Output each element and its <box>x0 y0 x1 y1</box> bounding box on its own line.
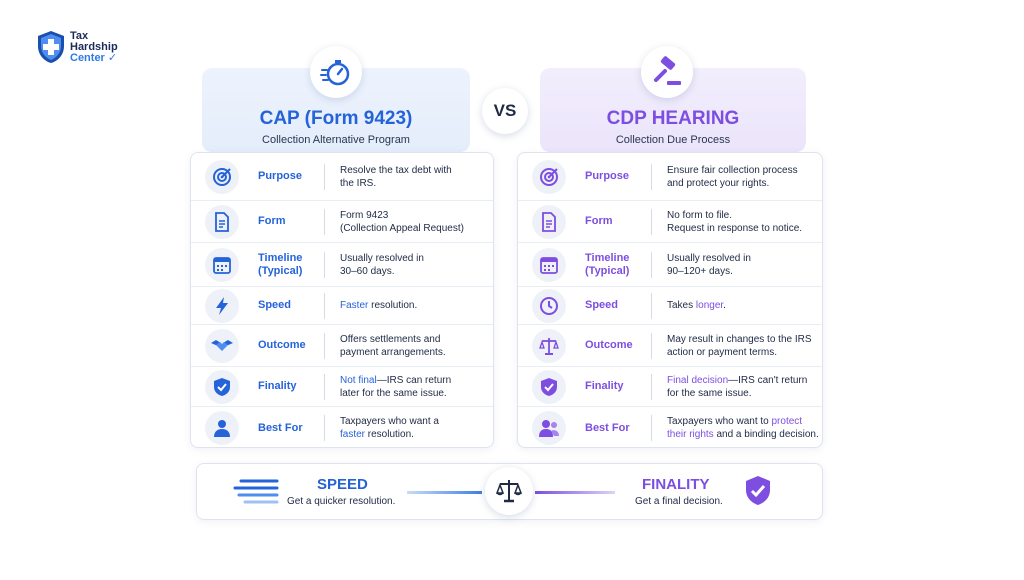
cap-row-purpose: Purpose Resolve the tax debt with the IRS… <box>191 153 493 201</box>
vs-badge: VS <box>482 88 528 134</box>
cap-row-outcome: Outcome Offers settlements and payment ar… <box>191 325 493 367</box>
cdp-subtitle: Collection Due Process <box>615 134 731 146</box>
row-label: Finality <box>585 380 624 392</box>
document-icon <box>532 204 566 239</box>
row-desc: Taxpayers who want a faster resolution. <box>340 416 439 440</box>
brand-line2: Hardship <box>70 40 118 53</box>
row-label: Outcome <box>585 339 633 351</box>
cap-row-form: Form Form 9423 (Collection Appeal Request… <box>191 201 493 243</box>
row-desc: Not final—IRS can return later for the sa… <box>340 374 452 399</box>
cap-row-speed: Speed Faster resolution. <box>191 287 493 325</box>
row-label: Form <box>585 215 613 227</box>
cap-comparison-table: Purpose Resolve the tax debt with the IRS… <box>190 152 494 448</box>
scale-icon <box>485 467 533 515</box>
row-label: Form <box>258 215 286 227</box>
handshake-icon <box>205 328 239 363</box>
brand-logo: Tax Hardship Center ✓ <box>36 30 118 64</box>
row-label: Outcome <box>258 339 306 351</box>
row-desc: Form 9423 (Collection Appeal Request) <box>340 209 464 234</box>
row-label: Purpose <box>258 170 303 182</box>
row-desc: Faster resolution. <box>340 300 418 311</box>
brand-line1: Tax <box>70 29 89 42</box>
blue-connector <box>407 491 482 494</box>
row-desc: Ensure fair collection process and protec… <box>667 164 798 189</box>
cap-row-best-for: Best For Taxpayers who want a faster reso… <box>191 407 493 449</box>
calendar-icon <box>205 247 239 282</box>
cdp-header: CDP HEARING Collection Due Process <box>540 68 806 152</box>
row-label: Finality <box>258 380 297 392</box>
row-desc: Final decision—IRS can't return for the s… <box>667 374 808 399</box>
row-desc: May result in changes to the IRS action o… <box>667 333 812 358</box>
cap-title: CAP (Form 9423) <box>259 108 413 129</box>
brand-line3: Center ✓ <box>70 51 118 64</box>
cdp-row-form: Form No form to file. Request in response… <box>518 201 822 243</box>
lightning-icon <box>205 288 239 323</box>
row-desc: Resolve the tax debt with the IRS. <box>340 164 452 189</box>
row-desc: Offers settlements and payment arrangemen… <box>340 333 446 358</box>
row-desc: Takes longer. <box>667 300 726 311</box>
row-label: Speed <box>585 299 619 311</box>
shield-check-icon <box>205 369 239 404</box>
target-icon <box>205 159 239 194</box>
cdp-title: CDP HEARING <box>606 108 740 129</box>
person-icon <box>205 411 239 445</box>
speed-title: SPEED <box>317 476 368 493</box>
row-desc: Taxpayers who want to protect their right… <box>667 416 819 440</box>
speed-subtitle: Get a quicker resolution. <box>287 496 396 507</box>
people-icon <box>532 411 566 445</box>
finality-title: FINALITY <box>642 476 710 493</box>
row-label: Timeline (Typical) <box>585 251 630 277</box>
shield-check-icon <box>532 369 566 404</box>
row-desc: Usually resolved in 90–120+ days. <box>667 252 751 277</box>
finality-subtitle: Get a final decision. <box>635 496 723 507</box>
row-desc: Usually resolved in 30–60 days. <box>340 252 424 277</box>
row-label: Speed <box>258 299 292 311</box>
document-icon <box>205 204 239 239</box>
cdp-row-timeline: Timeline (Typical) Usually resolved in 90–… <box>518 243 822 287</box>
cdp-row-best-for: Best For Taxpayers who want to protect th… <box>518 407 822 449</box>
row-label: Best For <box>585 421 630 434</box>
stopwatch-icon <box>310 46 362 98</box>
row-label: Best For <box>258 421 303 434</box>
gavel-icon <box>641 46 693 98</box>
cap-row-timeline: Timeline (Typical) Usually resolved in 30–… <box>191 243 493 287</box>
calendar-icon <box>532 247 566 282</box>
scale-icon <box>532 328 566 363</box>
cdp-row-speed: Speed Takes longer. <box>518 287 822 325</box>
row-label: Purpose <box>585 170 630 182</box>
purple-connector <box>535 491 615 494</box>
shield-check-icon <box>746 476 770 505</box>
speed-lines-icon <box>233 479 279 504</box>
check-icon: ✓ <box>107 51 118 64</box>
shield-plus-icon <box>38 31 64 63</box>
cdp-row-outcome: Outcome May result in changes to the IRS… <box>518 325 822 367</box>
cdp-row-finality: Finality Final decision—IRS can't return… <box>518 367 822 407</box>
row-label: Timeline (Typical) <box>258 251 303 277</box>
clock-icon <box>532 288 566 323</box>
cap-row-finality: Finality Not final—IRS can return later f… <box>191 367 493 407</box>
row-desc: No form to file. Request in response to n… <box>667 209 803 234</box>
cdp-comparison-table: Purpose Ensure fair collection process an… <box>517 152 823 448</box>
cdp-row-purpose: Purpose Ensure fair collection process an… <box>518 153 822 201</box>
target-icon <box>532 159 566 194</box>
cap-subtitle: Collection Alternative Program <box>262 134 410 146</box>
